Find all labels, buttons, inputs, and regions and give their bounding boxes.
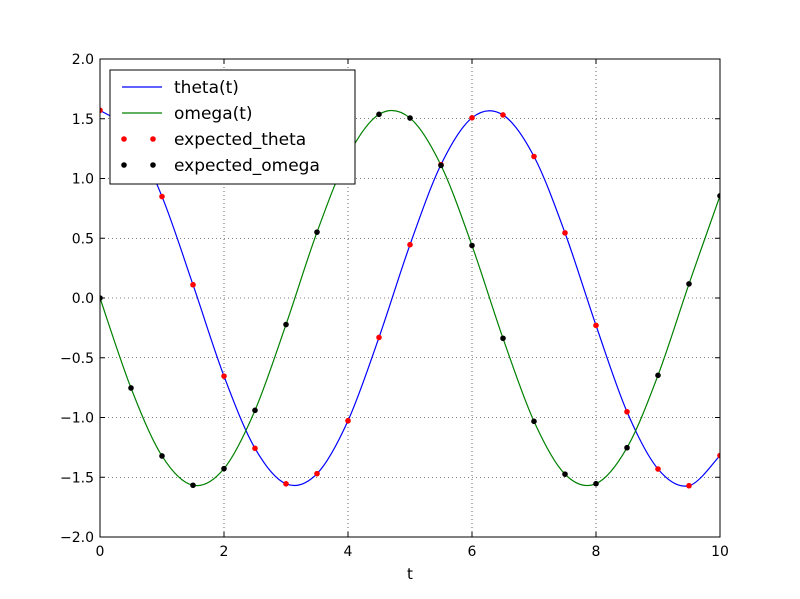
- point-expected-omega: [562, 471, 568, 477]
- point-expected-theta: [500, 112, 506, 118]
- x-tick-label: 0: [96, 544, 105, 560]
- point-expected-theta: [717, 452, 720, 459]
- point-expected-theta: [562, 230, 568, 236]
- y-tick-label: −1.0: [60, 411, 94, 427]
- point-expected-theta: [655, 466, 661, 472]
- y-tick-label: 2.0: [72, 52, 94, 68]
- legend-point-swatch: [121, 136, 127, 142]
- x-axis-label: t: [407, 565, 413, 583]
- point-expected-omega: [128, 385, 134, 391]
- point-expected-theta: [283, 481, 289, 487]
- point-expected-theta: [624, 408, 630, 415]
- point-expected-theta: [376, 334, 382, 341]
- y-tick-label: −2.0: [60, 530, 94, 546]
- y-tick-label: −1.5: [60, 470, 94, 486]
- point-expected-omega: [314, 229, 320, 235]
- point-expected-theta: [593, 322, 599, 329]
- legend-point-swatch: [150, 162, 156, 168]
- point-expected-theta: [345, 417, 351, 424]
- point-expected-omega: [624, 444, 630, 451]
- point-expected-omega: [593, 480, 599, 487]
- point-expected-theta: [686, 482, 692, 489]
- point-expected-omega: [221, 465, 227, 472]
- y-tick-label: 1.0: [72, 172, 94, 188]
- legend-label: expected_theta: [174, 130, 306, 150]
- point-expected-omega: [190, 482, 196, 489]
- point-expected-theta: [221, 373, 227, 379]
- point-expected-omega: [438, 162, 444, 169]
- point-expected-omega: [469, 242, 475, 249]
- point-expected-omega: [531, 418, 537, 425]
- point-expected-omega: [500, 335, 506, 342]
- legend: theta(t) omega(t) expected_theta expected_o…: [109, 69, 356, 185]
- point-expected-omega: [283, 321, 289, 328]
- legend-label: expected_omega: [174, 156, 320, 176]
- point-expected-omega: [407, 115, 413, 121]
- point-expected-theta: [100, 107, 103, 114]
- point-expected-theta: [190, 281, 196, 288]
- point-expected-theta: [314, 470, 320, 477]
- y-tick-label: 1.5: [72, 112, 94, 128]
- x-tick-label: 8: [592, 544, 601, 560]
- legend-label: theta(t): [174, 78, 239, 98]
- x-tick-label: 6: [468, 544, 477, 560]
- legend-point-swatch: [150, 136, 156, 142]
- point-expected-omega: [655, 372, 661, 379]
- series-group: [100, 107, 720, 489]
- point-expected-theta: [469, 114, 475, 121]
- point-expected-omega: [686, 281, 692, 287]
- point-expected-omega: [717, 193, 720, 199]
- y-tick-label: −0.5: [60, 351, 94, 367]
- point-expected-theta: [252, 445, 258, 452]
- axis-ticks: 0 2 4 6 8 10 −2.0 −1.5 −1.0 −0.5 0.0 0.5 1.0 1.5 2.0: [60, 52, 729, 560]
- point-expected-omega: [159, 453, 165, 459]
- point-expected-theta: [159, 193, 165, 200]
- point-expected-omega: [376, 111, 382, 118]
- y-tick-label: 0.0: [72, 291, 94, 307]
- y-tick-label: 0.5: [72, 231, 94, 247]
- legend-label: omega(t): [174, 104, 253, 124]
- x-tick-label: 4: [344, 544, 353, 560]
- x-tick-label: 10: [711, 544, 729, 560]
- x-tick-label: 2: [220, 544, 229, 560]
- legend-point-swatch: [121, 162, 127, 168]
- point-expected-theta: [531, 153, 537, 160]
- point-expected-theta: [407, 241, 413, 248]
- point-expected-omega: [252, 407, 258, 414]
- plot-area: [100, 107, 720, 489]
